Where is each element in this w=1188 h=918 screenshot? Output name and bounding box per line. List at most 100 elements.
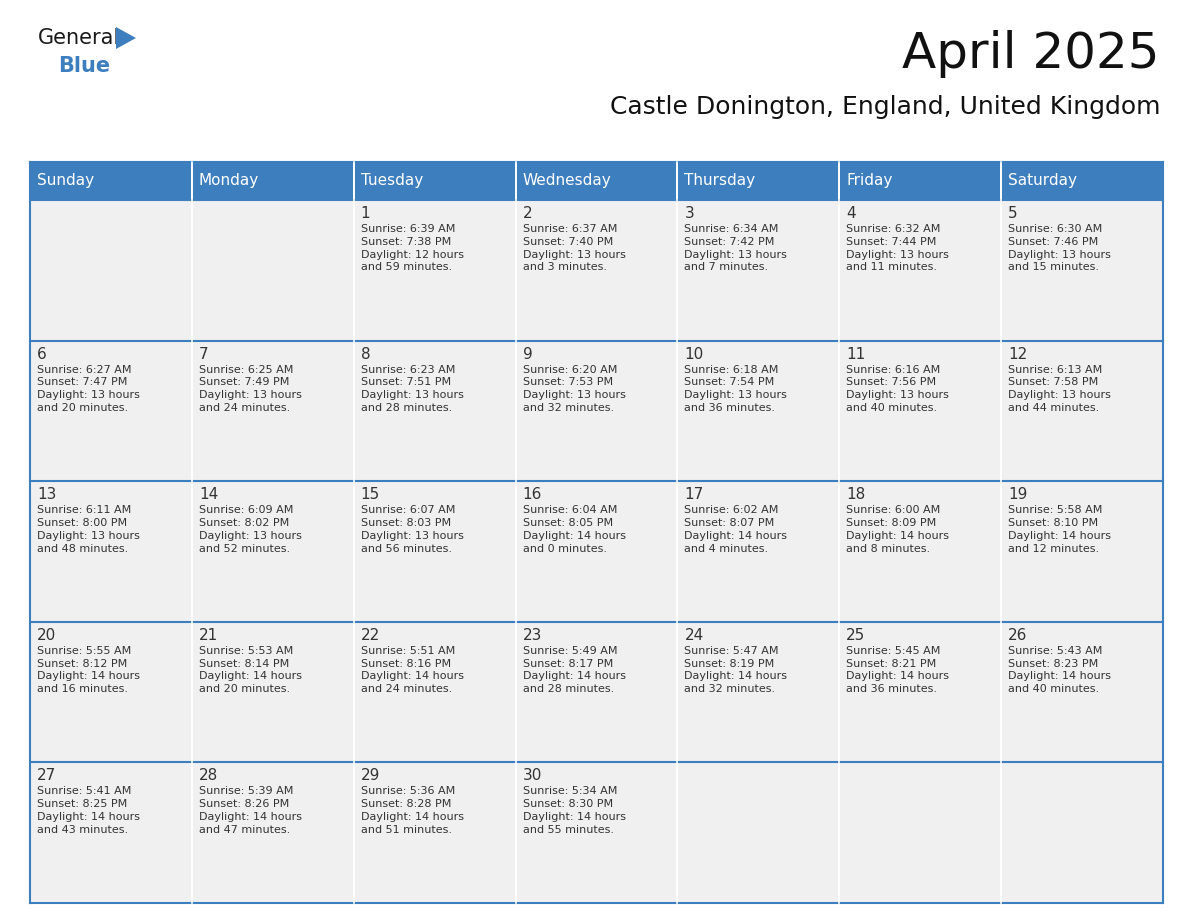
Bar xyxy=(30,341,191,481)
Bar xyxy=(354,341,516,481)
Text: Blue: Blue xyxy=(58,56,110,76)
Text: Sunrise: 5:58 AM
Sunset: 8:10 PM
Daylight: 14 hours
and 12 minutes.: Sunrise: 5:58 AM Sunset: 8:10 PM Dayligh… xyxy=(1009,505,1111,554)
Bar xyxy=(354,621,516,763)
Text: Friday: Friday xyxy=(846,174,892,188)
Text: 4: 4 xyxy=(846,206,855,221)
Text: 20: 20 xyxy=(37,628,56,643)
Text: 13: 13 xyxy=(37,487,56,502)
Bar xyxy=(30,162,191,200)
Text: 7: 7 xyxy=(198,347,208,362)
Bar xyxy=(1001,621,1163,763)
Text: Sunrise: 6:02 AM
Sunset: 8:07 PM
Daylight: 14 hours
and 4 minutes.: Sunrise: 6:02 AM Sunset: 8:07 PM Dayligh… xyxy=(684,505,788,554)
Text: Sunrise: 6:37 AM
Sunset: 7:40 PM
Daylight: 13 hours
and 3 minutes.: Sunrise: 6:37 AM Sunset: 7:40 PM Dayligh… xyxy=(523,224,625,273)
Text: 6: 6 xyxy=(37,347,46,362)
Text: Sunrise: 6:27 AM
Sunset: 7:47 PM
Daylight: 13 hours
and 20 minutes.: Sunrise: 6:27 AM Sunset: 7:47 PM Dayligh… xyxy=(37,364,140,413)
Text: 24: 24 xyxy=(684,628,703,643)
Text: April 2025: April 2025 xyxy=(903,30,1159,78)
Text: 1: 1 xyxy=(361,206,371,221)
Bar xyxy=(516,481,677,621)
Bar xyxy=(839,341,1001,481)
Text: Sunrise: 6:32 AM
Sunset: 7:44 PM
Daylight: 13 hours
and 11 minutes.: Sunrise: 6:32 AM Sunset: 7:44 PM Dayligh… xyxy=(846,224,949,273)
Text: Saturday: Saturday xyxy=(1009,174,1078,188)
Text: Sunrise: 5:53 AM
Sunset: 8:14 PM
Daylight: 14 hours
and 20 minutes.: Sunrise: 5:53 AM Sunset: 8:14 PM Dayligh… xyxy=(198,645,302,694)
Text: Sunrise: 6:23 AM
Sunset: 7:51 PM
Daylight: 13 hours
and 28 minutes.: Sunrise: 6:23 AM Sunset: 7:51 PM Dayligh… xyxy=(361,364,463,413)
Text: 19: 19 xyxy=(1009,487,1028,502)
Text: 14: 14 xyxy=(198,487,219,502)
Text: Castle Donington, England, United Kingdom: Castle Donington, England, United Kingdo… xyxy=(609,95,1159,119)
Bar xyxy=(191,763,354,903)
Bar xyxy=(191,162,354,200)
Bar xyxy=(191,481,354,621)
Text: Sunrise: 6:00 AM
Sunset: 8:09 PM
Daylight: 14 hours
and 8 minutes.: Sunrise: 6:00 AM Sunset: 8:09 PM Dayligh… xyxy=(846,505,949,554)
Text: 12: 12 xyxy=(1009,347,1028,362)
Text: 16: 16 xyxy=(523,487,542,502)
Text: 29: 29 xyxy=(361,768,380,783)
Text: 23: 23 xyxy=(523,628,542,643)
Text: Sunrise: 5:47 AM
Sunset: 8:19 PM
Daylight: 14 hours
and 32 minutes.: Sunrise: 5:47 AM Sunset: 8:19 PM Dayligh… xyxy=(684,645,788,694)
Bar xyxy=(839,621,1001,763)
Bar xyxy=(1001,763,1163,903)
Text: Sunrise: 5:41 AM
Sunset: 8:25 PM
Daylight: 14 hours
and 43 minutes.: Sunrise: 5:41 AM Sunset: 8:25 PM Dayligh… xyxy=(37,787,140,834)
Text: Sunrise: 6:07 AM
Sunset: 8:03 PM
Daylight: 13 hours
and 56 minutes.: Sunrise: 6:07 AM Sunset: 8:03 PM Dayligh… xyxy=(361,505,463,554)
Text: Sunrise: 5:45 AM
Sunset: 8:21 PM
Daylight: 14 hours
and 36 minutes.: Sunrise: 5:45 AM Sunset: 8:21 PM Dayligh… xyxy=(846,645,949,694)
Bar xyxy=(30,481,191,621)
Bar xyxy=(516,621,677,763)
Bar xyxy=(839,763,1001,903)
Bar xyxy=(1001,341,1163,481)
Text: Sunrise: 6:20 AM
Sunset: 7:53 PM
Daylight: 13 hours
and 32 minutes.: Sunrise: 6:20 AM Sunset: 7:53 PM Dayligh… xyxy=(523,364,625,413)
Bar xyxy=(677,200,839,341)
Bar xyxy=(1001,200,1163,341)
Text: Sunrise: 5:36 AM
Sunset: 8:28 PM
Daylight: 14 hours
and 51 minutes.: Sunrise: 5:36 AM Sunset: 8:28 PM Dayligh… xyxy=(361,787,463,834)
Text: 10: 10 xyxy=(684,347,703,362)
Text: Sunrise: 6:39 AM
Sunset: 7:38 PM
Daylight: 12 hours
and 59 minutes.: Sunrise: 6:39 AM Sunset: 7:38 PM Dayligh… xyxy=(361,224,463,273)
Text: 26: 26 xyxy=(1009,628,1028,643)
Bar xyxy=(1001,162,1163,200)
Text: Sunrise: 5:55 AM
Sunset: 8:12 PM
Daylight: 14 hours
and 16 minutes.: Sunrise: 5:55 AM Sunset: 8:12 PM Dayligh… xyxy=(37,645,140,694)
Text: 28: 28 xyxy=(198,768,219,783)
Text: Sunrise: 5:49 AM
Sunset: 8:17 PM
Daylight: 14 hours
and 28 minutes.: Sunrise: 5:49 AM Sunset: 8:17 PM Dayligh… xyxy=(523,645,626,694)
Text: Sunrise: 6:11 AM
Sunset: 8:00 PM
Daylight: 13 hours
and 48 minutes.: Sunrise: 6:11 AM Sunset: 8:00 PM Dayligh… xyxy=(37,505,140,554)
Text: Sunrise: 6:04 AM
Sunset: 8:05 PM
Daylight: 14 hours
and 0 minutes.: Sunrise: 6:04 AM Sunset: 8:05 PM Dayligh… xyxy=(523,505,626,554)
Text: Sunrise: 6:34 AM
Sunset: 7:42 PM
Daylight: 13 hours
and 7 minutes.: Sunrise: 6:34 AM Sunset: 7:42 PM Dayligh… xyxy=(684,224,788,273)
Text: 18: 18 xyxy=(846,487,866,502)
Text: Sunrise: 6:16 AM
Sunset: 7:56 PM
Daylight: 13 hours
and 40 minutes.: Sunrise: 6:16 AM Sunset: 7:56 PM Dayligh… xyxy=(846,364,949,413)
Text: 15: 15 xyxy=(361,487,380,502)
Bar xyxy=(516,162,677,200)
Bar xyxy=(677,763,839,903)
Polygon shape xyxy=(116,27,135,49)
Text: 5: 5 xyxy=(1009,206,1018,221)
Text: 9: 9 xyxy=(523,347,532,362)
Text: Sunrise: 5:34 AM
Sunset: 8:30 PM
Daylight: 14 hours
and 55 minutes.: Sunrise: 5:34 AM Sunset: 8:30 PM Dayligh… xyxy=(523,787,626,834)
Text: 22: 22 xyxy=(361,628,380,643)
Text: 11: 11 xyxy=(846,347,866,362)
Text: 27: 27 xyxy=(37,768,56,783)
Bar xyxy=(30,763,191,903)
Text: 25: 25 xyxy=(846,628,866,643)
Text: 3: 3 xyxy=(684,206,694,221)
Text: Sunrise: 5:39 AM
Sunset: 8:26 PM
Daylight: 14 hours
and 47 minutes.: Sunrise: 5:39 AM Sunset: 8:26 PM Dayligh… xyxy=(198,787,302,834)
Bar xyxy=(516,763,677,903)
Text: 8: 8 xyxy=(361,347,371,362)
Bar xyxy=(677,621,839,763)
Bar xyxy=(191,341,354,481)
Bar xyxy=(354,162,516,200)
Text: 2: 2 xyxy=(523,206,532,221)
Bar xyxy=(354,481,516,621)
Bar xyxy=(839,481,1001,621)
Text: Sunrise: 6:25 AM
Sunset: 7:49 PM
Daylight: 13 hours
and 24 minutes.: Sunrise: 6:25 AM Sunset: 7:49 PM Dayligh… xyxy=(198,364,302,413)
Text: 17: 17 xyxy=(684,487,703,502)
Bar xyxy=(839,200,1001,341)
Bar xyxy=(1001,481,1163,621)
Text: Sunrise: 6:13 AM
Sunset: 7:58 PM
Daylight: 13 hours
and 44 minutes.: Sunrise: 6:13 AM Sunset: 7:58 PM Dayligh… xyxy=(1009,364,1111,413)
Bar xyxy=(677,162,839,200)
Text: Sunrise: 5:43 AM
Sunset: 8:23 PM
Daylight: 14 hours
and 40 minutes.: Sunrise: 5:43 AM Sunset: 8:23 PM Dayligh… xyxy=(1009,645,1111,694)
Bar xyxy=(354,763,516,903)
Bar xyxy=(354,200,516,341)
Text: Sunrise: 6:09 AM
Sunset: 8:02 PM
Daylight: 13 hours
and 52 minutes.: Sunrise: 6:09 AM Sunset: 8:02 PM Dayligh… xyxy=(198,505,302,554)
Text: Tuesday: Tuesday xyxy=(361,174,423,188)
Bar xyxy=(677,481,839,621)
Bar xyxy=(191,621,354,763)
Text: Sunrise: 5:51 AM
Sunset: 8:16 PM
Daylight: 14 hours
and 24 minutes.: Sunrise: 5:51 AM Sunset: 8:16 PM Dayligh… xyxy=(361,645,463,694)
Bar xyxy=(516,200,677,341)
Text: Sunday: Sunday xyxy=(37,174,94,188)
